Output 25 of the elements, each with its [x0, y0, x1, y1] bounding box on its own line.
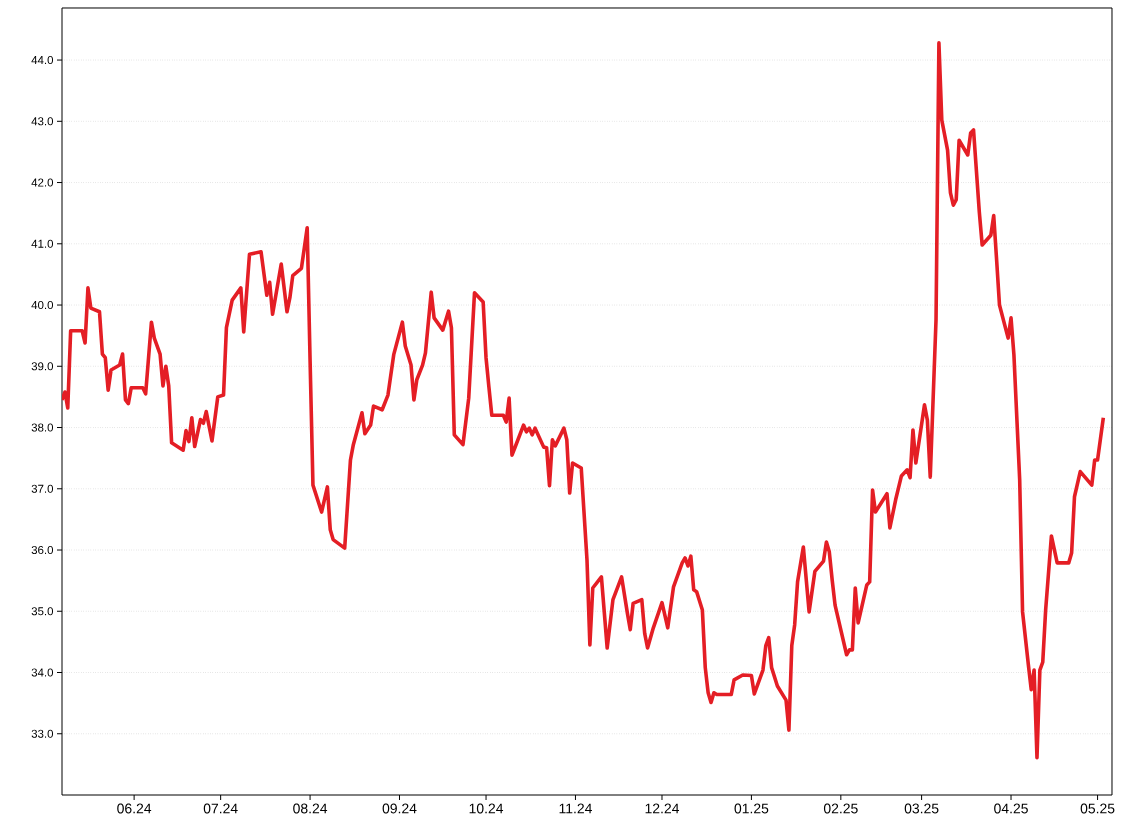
x-tick-label: 06.24 [117, 803, 152, 814]
x-tick-label: 01.25 [734, 803, 769, 814]
x-tick-label: 05.25 [1080, 803, 1115, 814]
x-tick-label: 04.25 [994, 803, 1028, 814]
x-tick-label: 02.25 [823, 803, 858, 814]
x-tick-label: 08.24 [293, 803, 328, 814]
line-series [62, 41, 1106, 760]
y-tick-label: 40.0 [31, 300, 54, 310]
x-tick-label: 09.24 [382, 803, 417, 814]
y-tick-label: 41.0 [31, 239, 54, 248]
y-tick-label: 39.0 [31, 362, 54, 371]
y-tick-label: 38.0 [31, 423, 54, 432]
y-tick-label: 37.0 [31, 484, 54, 493]
x-tick-label: 11.24 [559, 803, 592, 814]
y-tick-label: 36.0 [31, 545, 54, 555]
y-tick-label: 34.0 [31, 668, 54, 677]
y-tick-label: 43.0 [31, 117, 54, 126]
x-tick-label: 10.24 [469, 803, 504, 814]
y-tick-label: 33.0 [31, 729, 54, 738]
x-tick-label: 07.24 [203, 803, 238, 814]
y-tick-label: 35.0 [31, 607, 54, 616]
x-tick-label: 12.24 [645, 803, 680, 814]
y-tick-label: 44.0 [31, 55, 54, 65]
y-tick-label: 42.0 [31, 178, 54, 187]
x-tick-label: 03.25 [904, 803, 939, 814]
